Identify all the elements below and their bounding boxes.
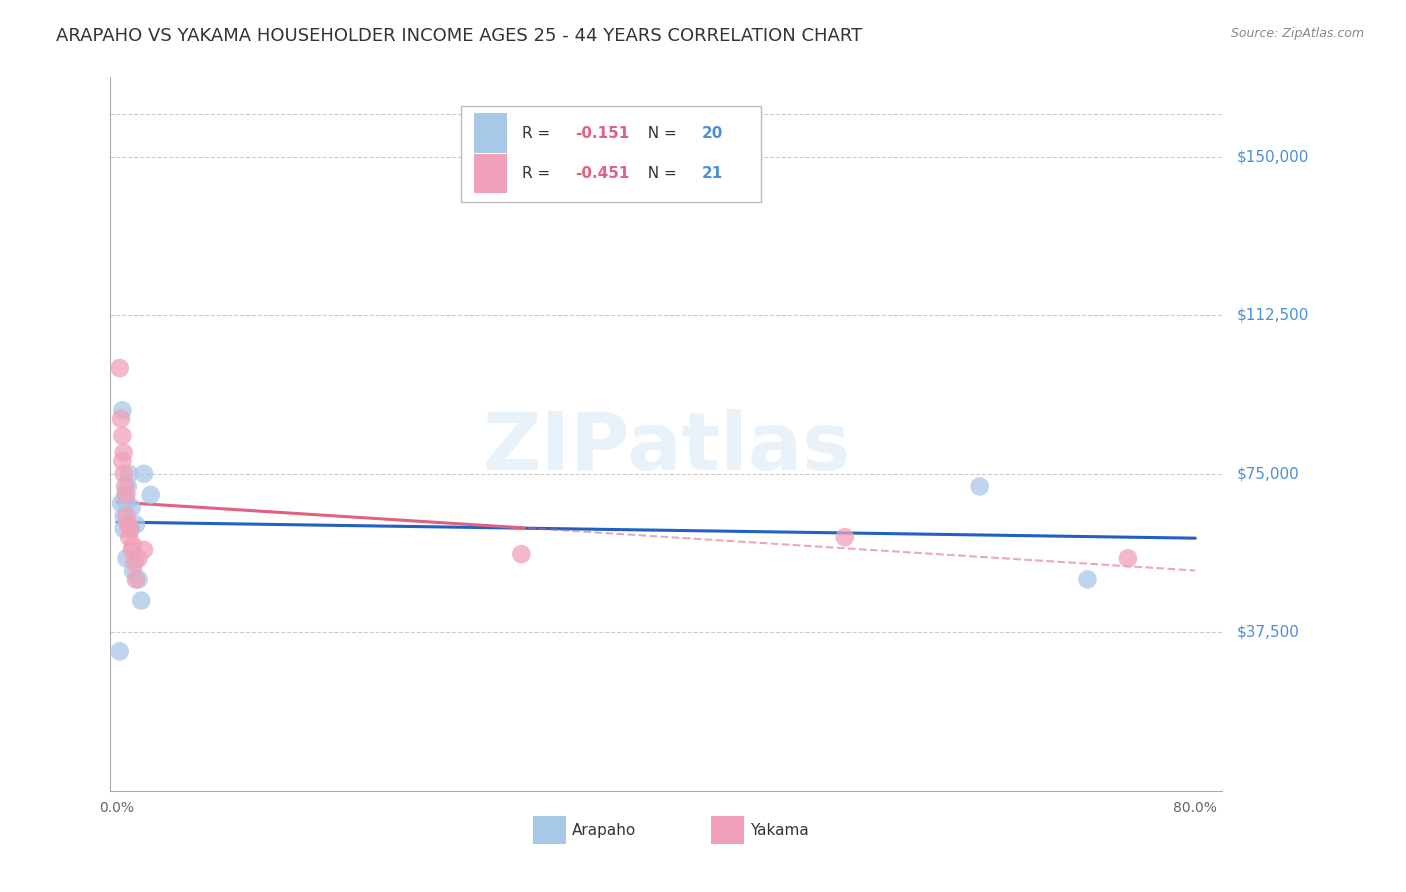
Point [117, 479, 139, 493]
Point [1116, 551, 1139, 566]
Text: -0.451: -0.451 [575, 166, 630, 181]
Point [108, 644, 131, 658]
Bar [474, 113, 508, 153]
Point [128, 573, 150, 587]
Text: ARAPAHO VS YAKAMA HOUSEHOLDER INCOME AGES 25 - 44 YEARS CORRELATION CHART: ARAPAHO VS YAKAMA HOUSEHOLDER INCOME AGE… [56, 27, 862, 45]
Point [139, 488, 162, 502]
Text: 20: 20 [702, 126, 723, 141]
Point [120, 522, 142, 536]
Text: $75,000: $75,000 [1236, 467, 1299, 482]
FancyBboxPatch shape [461, 106, 761, 202]
Text: N =: N = [638, 126, 682, 141]
Point [115, 509, 138, 524]
Point [132, 467, 155, 481]
Bar [474, 154, 508, 194]
Point [114, 488, 136, 502]
Text: $150,000: $150,000 [1236, 149, 1309, 164]
Point [121, 542, 143, 557]
Point [118, 467, 141, 481]
Point [510, 547, 533, 561]
Text: -0.151: -0.151 [575, 126, 630, 141]
Point [111, 403, 134, 417]
Point [132, 542, 155, 557]
Text: $112,500: $112,500 [1236, 308, 1309, 323]
Bar [711, 816, 744, 845]
Point [112, 509, 135, 524]
Point [128, 551, 150, 566]
Point [122, 539, 145, 553]
Text: Arapaho: Arapaho [572, 822, 636, 838]
Point [112, 467, 135, 481]
Point [110, 412, 132, 426]
Point [834, 530, 856, 544]
Point [122, 564, 145, 578]
Point [112, 445, 135, 459]
Point [108, 361, 131, 376]
Point [112, 522, 135, 536]
Point [115, 496, 138, 510]
Text: R =: R = [522, 166, 555, 181]
Point [114, 479, 136, 493]
Point [125, 517, 148, 532]
Point [117, 517, 139, 532]
Point [120, 522, 142, 536]
Point [121, 500, 143, 515]
Text: 21: 21 [702, 166, 723, 181]
Point [115, 488, 138, 502]
Point [115, 551, 138, 566]
Text: N =: N = [638, 166, 682, 181]
Point [129, 593, 152, 607]
Point [125, 573, 148, 587]
Bar [533, 816, 567, 845]
Point [969, 479, 991, 493]
Text: Yakama: Yakama [749, 822, 808, 838]
Point [124, 556, 146, 570]
Point [111, 454, 134, 468]
Point [110, 496, 132, 510]
Point [1076, 573, 1098, 587]
Point [111, 428, 134, 442]
Text: Source: ZipAtlas.com: Source: ZipAtlas.com [1230, 27, 1364, 40]
Text: $37,500: $37,500 [1236, 624, 1299, 640]
Point [118, 530, 141, 544]
Text: ZIPatlas: ZIPatlas [482, 409, 851, 487]
Text: R =: R = [522, 126, 555, 141]
